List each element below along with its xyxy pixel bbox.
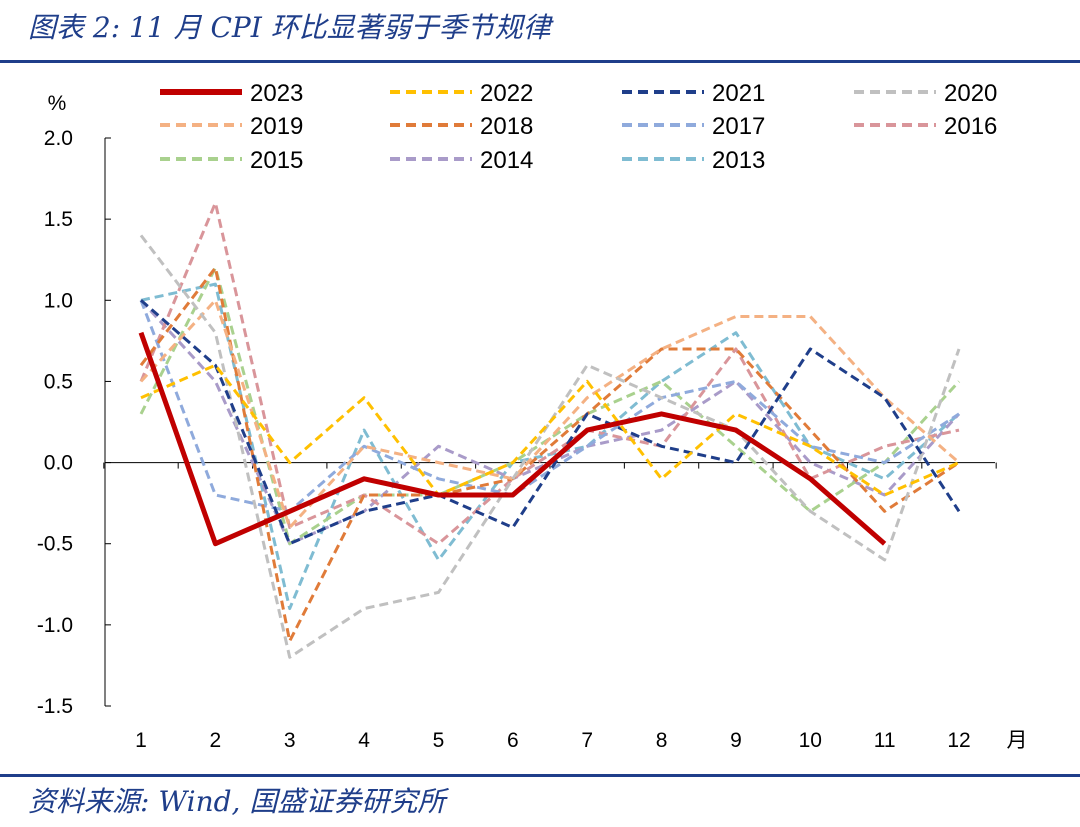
series-line-2022 bbox=[140, 363, 960, 497]
x-axis-unit-label: 月 bbox=[1007, 728, 1028, 752]
chart-legend: 2023 2022 2021 2020 2019 2018 2017 2016 2015 2014… bbox=[160, 80, 997, 174]
x-tick-label: 1 bbox=[135, 729, 147, 752]
x-tick-label: 5 bbox=[433, 729, 445, 752]
legend-label-2021: 2021 bbox=[712, 80, 765, 107]
legend-label-2013: 2013 bbox=[712, 147, 765, 174]
legend-label-2018: 2018 bbox=[480, 113, 533, 140]
y-tick-label: 1.5 bbox=[44, 208, 73, 231]
series-line-2020 bbox=[139, 234, 961, 659]
chart-series-group bbox=[138, 201, 961, 659]
y-tick-label: 0.0 bbox=[44, 452, 73, 475]
line-chart: 2.01.51.00.50.0-0.5-1.0-1.5%1 2 3 4 5 6 7 8 9 10 1… bbox=[37, 80, 1028, 752]
x-tick-label: 12 bbox=[947, 729, 970, 752]
y-tick-label: 0.5 bbox=[44, 370, 73, 393]
y-tick-label: -1.5 bbox=[37, 695, 73, 718]
x-tick-label: 6 bbox=[507, 729, 519, 752]
y-tick-label: 2.0 bbox=[44, 127, 73, 150]
y-tick-label: -1.0 bbox=[37, 614, 73, 637]
legend-label-2017: 2017 bbox=[712, 113, 765, 140]
legend-label-2022: 2022 bbox=[480, 80, 533, 107]
chart-title: 图表 2: 11 月 CPI 环比显著弱于季节规律 bbox=[28, 11, 551, 44]
chart-axes: 2.01.51.00.50.0-0.5-1.0-1.5%1 2 3 4 5 6 7 8 9 10 1… bbox=[37, 92, 1028, 752]
series-line-2013 bbox=[140, 282, 960, 611]
series-line-2019 bbox=[139, 298, 960, 529]
legend-label-2014: 2014 bbox=[480, 147, 533, 174]
x-tick-label: 7 bbox=[581, 729, 593, 752]
x-tick-label: 3 bbox=[284, 729, 296, 752]
title-divider bbox=[0, 60, 1080, 63]
series-line-2021 bbox=[140, 299, 961, 546]
legend-label-2016: 2016 bbox=[944, 113, 997, 140]
legend-label-2015: 2015 bbox=[250, 147, 303, 174]
x-tick-label: 4 bbox=[358, 729, 370, 752]
x-tick-label: 11 bbox=[874, 729, 896, 752]
y-tick-label: -0.5 bbox=[37, 533, 73, 556]
legend-label-2023: 2023 bbox=[250, 80, 303, 107]
legend-label-2019: 2019 bbox=[250, 113, 303, 140]
y-tick-label: 1.0 bbox=[44, 289, 73, 312]
x-tick-label: 9 bbox=[730, 729, 742, 752]
source-divider bbox=[0, 774, 1080, 777]
x-tick-label: 10 bbox=[799, 729, 822, 752]
series-line-2018 bbox=[139, 266, 960, 643]
x-tick-label: 8 bbox=[656, 729, 668, 752]
series-line-2016 bbox=[139, 201, 960, 546]
series-line-2017 bbox=[139, 299, 960, 513]
x-tick-label: 2 bbox=[210, 729, 222, 752]
source-note: 资料来源: Wind, 国盛证券研究所 bbox=[28, 785, 446, 818]
series-line-2023 bbox=[138, 331, 887, 547]
y-axis-unit-label: % bbox=[48, 92, 67, 115]
legend-label-2020: 2020 bbox=[944, 80, 997, 107]
